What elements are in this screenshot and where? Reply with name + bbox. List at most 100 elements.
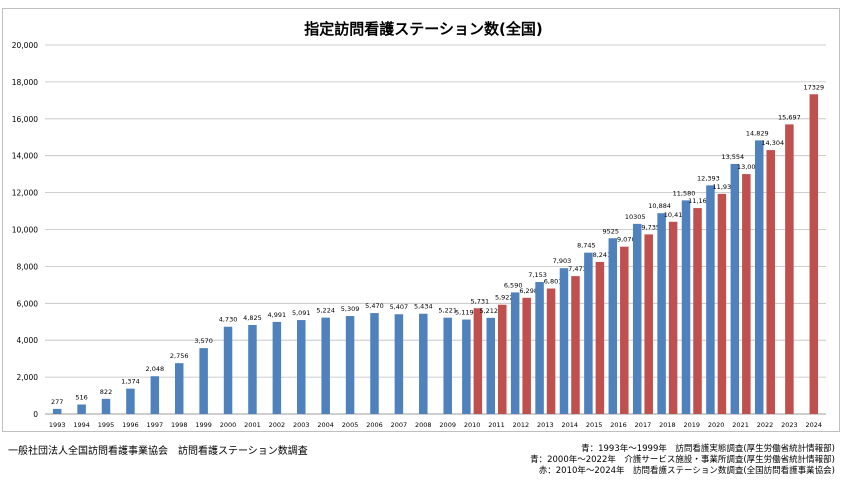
bar-blue bbox=[584, 252, 593, 414]
data-label: 5,309 bbox=[341, 305, 360, 313]
footer-survey-name: 一般社団法人全国訪問看護事業協会 訪問看護ステーション数調査 bbox=[8, 446, 308, 457]
data-label: 5,731 bbox=[471, 297, 490, 305]
x-tick-label: 2000 bbox=[220, 421, 237, 429]
bar-red bbox=[498, 304, 507, 414]
x-tick-label: 1996 bbox=[122, 421, 139, 429]
bar-blue bbox=[632, 223, 642, 414]
x-tick-label: 1995 bbox=[98, 421, 115, 429]
bar-blue bbox=[101, 398, 111, 414]
data-label: 5,922 bbox=[495, 294, 514, 302]
bar-red bbox=[473, 308, 483, 414]
bar-blue bbox=[730, 163, 740, 414]
bar-red bbox=[595, 261, 605, 414]
data-label: 5,434 bbox=[414, 303, 433, 311]
data-label: 7,153 bbox=[528, 271, 547, 279]
x-tick-label: 2005 bbox=[342, 421, 359, 429]
y-tick-label: 8,000 bbox=[17, 262, 39, 271]
bar-blue bbox=[199, 348, 208, 414]
bar-blue bbox=[462, 319, 471, 414]
bar-blue bbox=[370, 313, 379, 414]
x-tick-label: 2004 bbox=[317, 421, 334, 429]
data-label: 9525 bbox=[603, 227, 620, 235]
y-tick-label: 0 bbox=[33, 410, 38, 419]
bar-blue bbox=[559, 268, 569, 414]
chart-frame bbox=[2, 8, 840, 432]
x-tick-label: 2009 bbox=[439, 421, 456, 429]
bar-red bbox=[546, 288, 556, 414]
x-tick-label: 2006 bbox=[366, 421, 383, 429]
x-tick-label: 2002 bbox=[269, 421, 286, 429]
data-label: 17329 bbox=[803, 83, 824, 91]
bar-blue bbox=[510, 292, 520, 414]
bar-blue bbox=[126, 388, 135, 414]
data-label: 2,756 bbox=[170, 352, 189, 360]
data-label: 9,735 bbox=[641, 223, 660, 231]
bar-red bbox=[620, 246, 629, 414]
data-label: 6,590 bbox=[504, 281, 523, 289]
data-label: 8,241 bbox=[593, 251, 612, 259]
x-tick-label: 2012 bbox=[513, 421, 530, 429]
data-label: 10,884 bbox=[648, 202, 671, 210]
data-label: 1,374 bbox=[121, 378, 140, 386]
x-tick-label: 1998 bbox=[171, 421, 188, 429]
source-note-3: 赤：2010年～2024年 訪問看護ステーション数調査(全国訪問看護事業協会) bbox=[538, 466, 835, 476]
bar-blue bbox=[77, 404, 86, 414]
data-label: 2,048 bbox=[146, 365, 165, 373]
x-tick-label: 1999 bbox=[195, 421, 212, 429]
data-label: 13,003 bbox=[737, 163, 760, 171]
data-label: 3,570 bbox=[194, 337, 213, 345]
bar-blue bbox=[754, 140, 764, 414]
y-tick-label: 10,000 bbox=[12, 226, 38, 235]
data-label: 6,298 bbox=[519, 287, 538, 295]
data-label: 5,470 bbox=[365, 302, 384, 310]
bar-red bbox=[644, 234, 653, 414]
x-tick-label: 2022 bbox=[757, 421, 774, 429]
bar-red bbox=[693, 208, 702, 414]
bar-blue bbox=[345, 316, 355, 414]
bar-red bbox=[809, 94, 819, 414]
bar-blue bbox=[535, 282, 544, 414]
x-tick-label: 2016 bbox=[610, 421, 627, 429]
y-tick-label: 18,000 bbox=[12, 78, 38, 87]
data-label: 10,418 bbox=[664, 211, 687, 219]
bar-blue bbox=[223, 326, 233, 414]
x-tick-label: 2020 bbox=[708, 421, 725, 429]
x-tick-label: 2018 bbox=[659, 421, 676, 429]
data-label: 5,407 bbox=[390, 303, 409, 311]
data-label: 5,119 bbox=[455, 309, 474, 317]
bar-blue bbox=[486, 317, 496, 414]
data-label: 13,554 bbox=[721, 153, 744, 161]
bar-red bbox=[571, 276, 580, 414]
bar-red bbox=[785, 124, 794, 414]
data-label: 4,825 bbox=[243, 314, 262, 322]
x-tick-label: 2001 bbox=[244, 421, 261, 429]
x-tick-label: 2011 bbox=[488, 421, 505, 429]
data-label: 516 bbox=[75, 393, 87, 401]
data-label: 4,730 bbox=[219, 316, 238, 324]
bar-red bbox=[522, 297, 531, 414]
y-tick-label: 4,000 bbox=[17, 336, 39, 345]
x-tick-label: 2007 bbox=[391, 421, 408, 429]
bar-blue bbox=[681, 200, 691, 414]
bar-blue bbox=[394, 314, 404, 414]
bar-blue bbox=[321, 317, 330, 414]
x-tick-label: 1994 bbox=[73, 421, 90, 429]
bar-blue bbox=[248, 324, 257, 414]
data-label: 277 bbox=[51, 398, 63, 406]
data-label: 822 bbox=[100, 388, 112, 396]
y-tick-label: 14,000 bbox=[12, 152, 38, 161]
x-tick-label: 2013 bbox=[537, 421, 554, 429]
data-label: 8,745 bbox=[577, 242, 596, 250]
x-tick-label: 2023 bbox=[781, 421, 798, 429]
data-label: 11,580 bbox=[673, 189, 696, 197]
bar-red bbox=[717, 193, 727, 414]
data-label: 11,931 bbox=[713, 183, 736, 191]
x-tick-label: 2019 bbox=[683, 421, 700, 429]
data-label: 15,697 bbox=[778, 113, 801, 121]
data-label: 5,212 bbox=[479, 307, 498, 315]
y-tick-label: 2,000 bbox=[17, 373, 39, 382]
x-tick-label: 2014 bbox=[561, 421, 578, 429]
bar-blue bbox=[174, 363, 184, 414]
bar-blue bbox=[150, 376, 160, 414]
data-label: 14,304 bbox=[761, 139, 784, 147]
